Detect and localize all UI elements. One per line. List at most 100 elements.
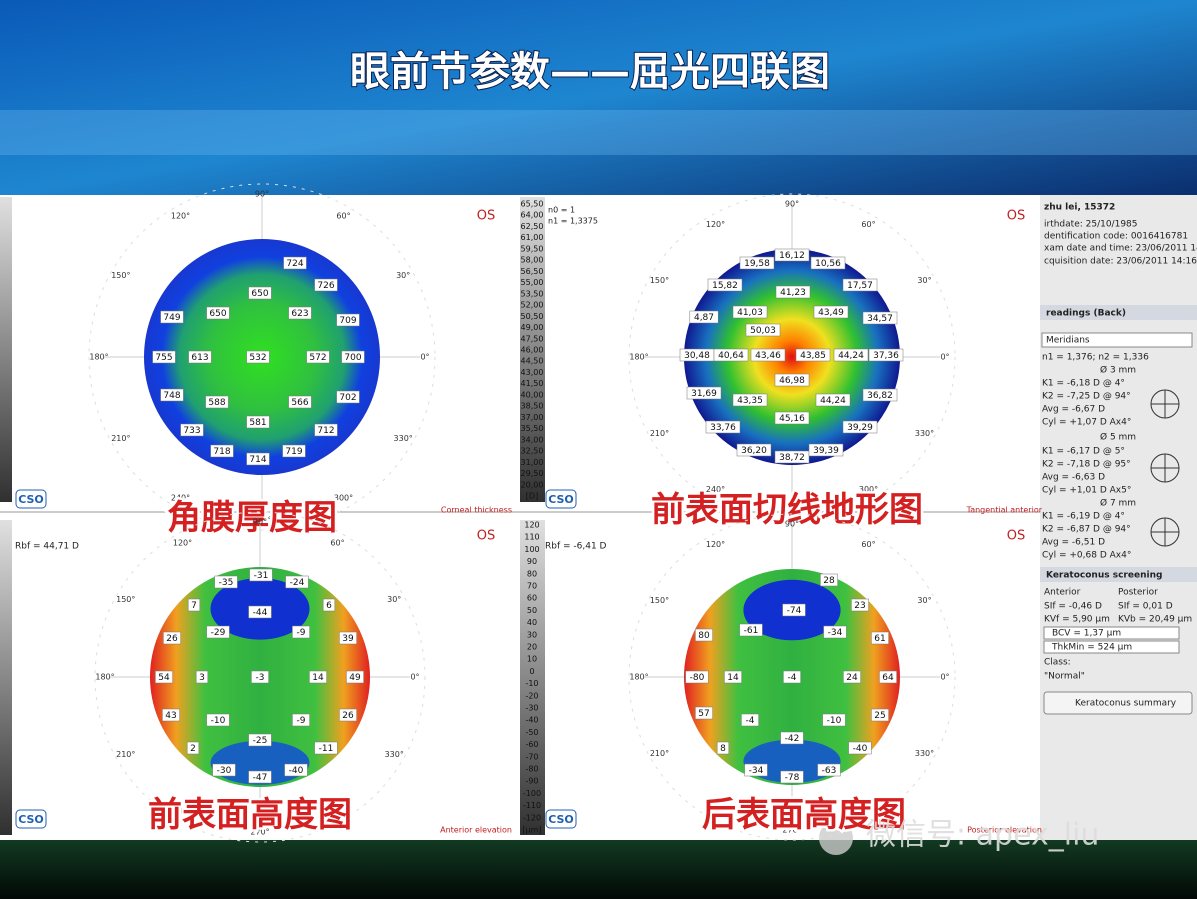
value-box — [248, 733, 272, 747]
map-value: -25 — [253, 736, 268, 746]
panel-text: K2 = -7,25 D @ 94° — [1042, 392, 1131, 402]
angle-label: 240° — [706, 485, 725, 494]
angle-label: 30° — [917, 276, 931, 285]
map-value: -3 — [256, 673, 265, 683]
angle-label: 60° — [330, 538, 344, 547]
map-value: 700 — [344, 353, 361, 363]
panel-text: xam date and time: 23/06/2011 14.14 — [1044, 244, 1197, 254]
dropdown[interactable] — [1041, 332, 1193, 348]
map-value: 41,03 — [737, 308, 763, 318]
value-box — [871, 708, 889, 722]
value-box — [795, 348, 831, 362]
map-value: 26 — [166, 634, 178, 644]
caption: 前表面切线地形图 — [651, 490, 923, 530]
scale-label: 47,50 — [521, 334, 544, 343]
angle-label: 0° — [940, 353, 949, 362]
angle-label: 120° — [173, 538, 192, 547]
map-name: Anterior elevation — [440, 826, 512, 835]
map-value: 8 — [720, 744, 726, 754]
panel-text: cquisition date: 23/06/2011 14:16:44 — [1044, 257, 1197, 267]
map-value: -29 — [211, 628, 226, 638]
value-box — [810, 256, 846, 270]
value-box — [210, 444, 234, 458]
value-box — [705, 420, 741, 434]
map-value: 26 — [342, 711, 354, 721]
angle-label: 270° — [782, 506, 801, 515]
map-name: Corneal thickness — [441, 506, 512, 515]
footer — [0, 840, 1197, 899]
map-value: -80 — [690, 673, 705, 683]
angle-label: 0° — [410, 673, 419, 682]
value-box — [336, 390, 360, 404]
value-box — [739, 623, 763, 637]
angle-label: 120° — [706, 220, 725, 229]
scale-label: 58,00 — [521, 256, 544, 265]
value-box — [782, 603, 806, 617]
scale-label: 46,00 — [521, 346, 544, 355]
panel-text: readings (Back) — [1046, 309, 1126, 319]
panel-text: Anterior — [1044, 588, 1081, 598]
scale-label: 32,50 — [521, 447, 544, 456]
angle-label: 180° — [629, 673, 648, 682]
panel-text: "Normal" — [1044, 672, 1085, 682]
value-box — [815, 393, 851, 407]
rbf: Rbf = 44,71 D — [15, 542, 79, 552]
eye-label: OS — [477, 529, 495, 544]
scale-strip — [520, 520, 545, 835]
panel-text: KVb = 20,49 µm — [1118, 615, 1192, 625]
scale-label: 55,00 — [521, 278, 544, 287]
scale-strip — [0, 520, 12, 835]
axis-icons — [1150, 389, 1180, 547]
angle-label: 90° — [255, 190, 269, 199]
value-box — [251, 670, 269, 684]
value-box — [212, 763, 236, 777]
map-value: 24 — [846, 673, 858, 683]
panel-text: Keratoconus screening — [1046, 571, 1162, 581]
value-box — [314, 278, 338, 292]
map-value: 36,20 — [741, 446, 767, 456]
panel-text: Avg = -6,67 D — [1042, 405, 1105, 415]
value-box — [871, 631, 889, 645]
angle-label: 210° — [116, 750, 135, 759]
map-value: 724 — [286, 259, 303, 269]
value-box — [248, 605, 272, 619]
map-value: -9 — [297, 628, 306, 638]
panel-header — [1040, 305, 1197, 320]
value-box — [346, 670, 364, 684]
scale-label: 60 — [527, 594, 537, 603]
map-value: 39,29 — [847, 423, 873, 433]
value-box — [736, 443, 772, 457]
value-box — [686, 386, 722, 400]
map-value: 623 — [291, 309, 308, 319]
scale-label: -10 — [525, 679, 538, 688]
panel-text: KVf = 5,90 µm — [1044, 615, 1110, 625]
panel-text: K1 = -6,17 D @ 5° — [1042, 447, 1125, 457]
value-box — [322, 598, 336, 612]
value-box — [750, 348, 786, 362]
scale-label: 64,00 — [521, 211, 544, 220]
scale-label: 62,50 — [521, 222, 544, 231]
panel-text: Avg = -6,51 D — [1042, 538, 1105, 548]
summary-button[interactable] — [1043, 691, 1193, 715]
angle-label: 180° — [95, 673, 114, 682]
scale-label: 38,50 — [521, 402, 544, 411]
value-box — [724, 670, 742, 684]
value-box — [285, 575, 309, 589]
map-value: 10,56 — [815, 259, 841, 269]
scale-label: 34,00 — [521, 435, 544, 444]
value-box — [288, 306, 312, 320]
scale-label: 44,50 — [521, 357, 544, 366]
angle-label: 30° — [917, 596, 931, 605]
value-box — [685, 670, 709, 684]
value-box — [339, 631, 357, 645]
map-value: 714 — [249, 455, 266, 465]
map-ring — [94, 511, 426, 843]
value-box — [188, 350, 212, 364]
value-box — [813, 305, 849, 319]
map-value: 712 — [317, 426, 334, 436]
angle-label: 210° — [650, 749, 669, 758]
scale-label: 35,50 — [521, 424, 544, 433]
map-value: 19,58 — [744, 259, 770, 269]
angle-label: 210° — [650, 429, 669, 438]
map-value: 44,24 — [820, 396, 846, 406]
